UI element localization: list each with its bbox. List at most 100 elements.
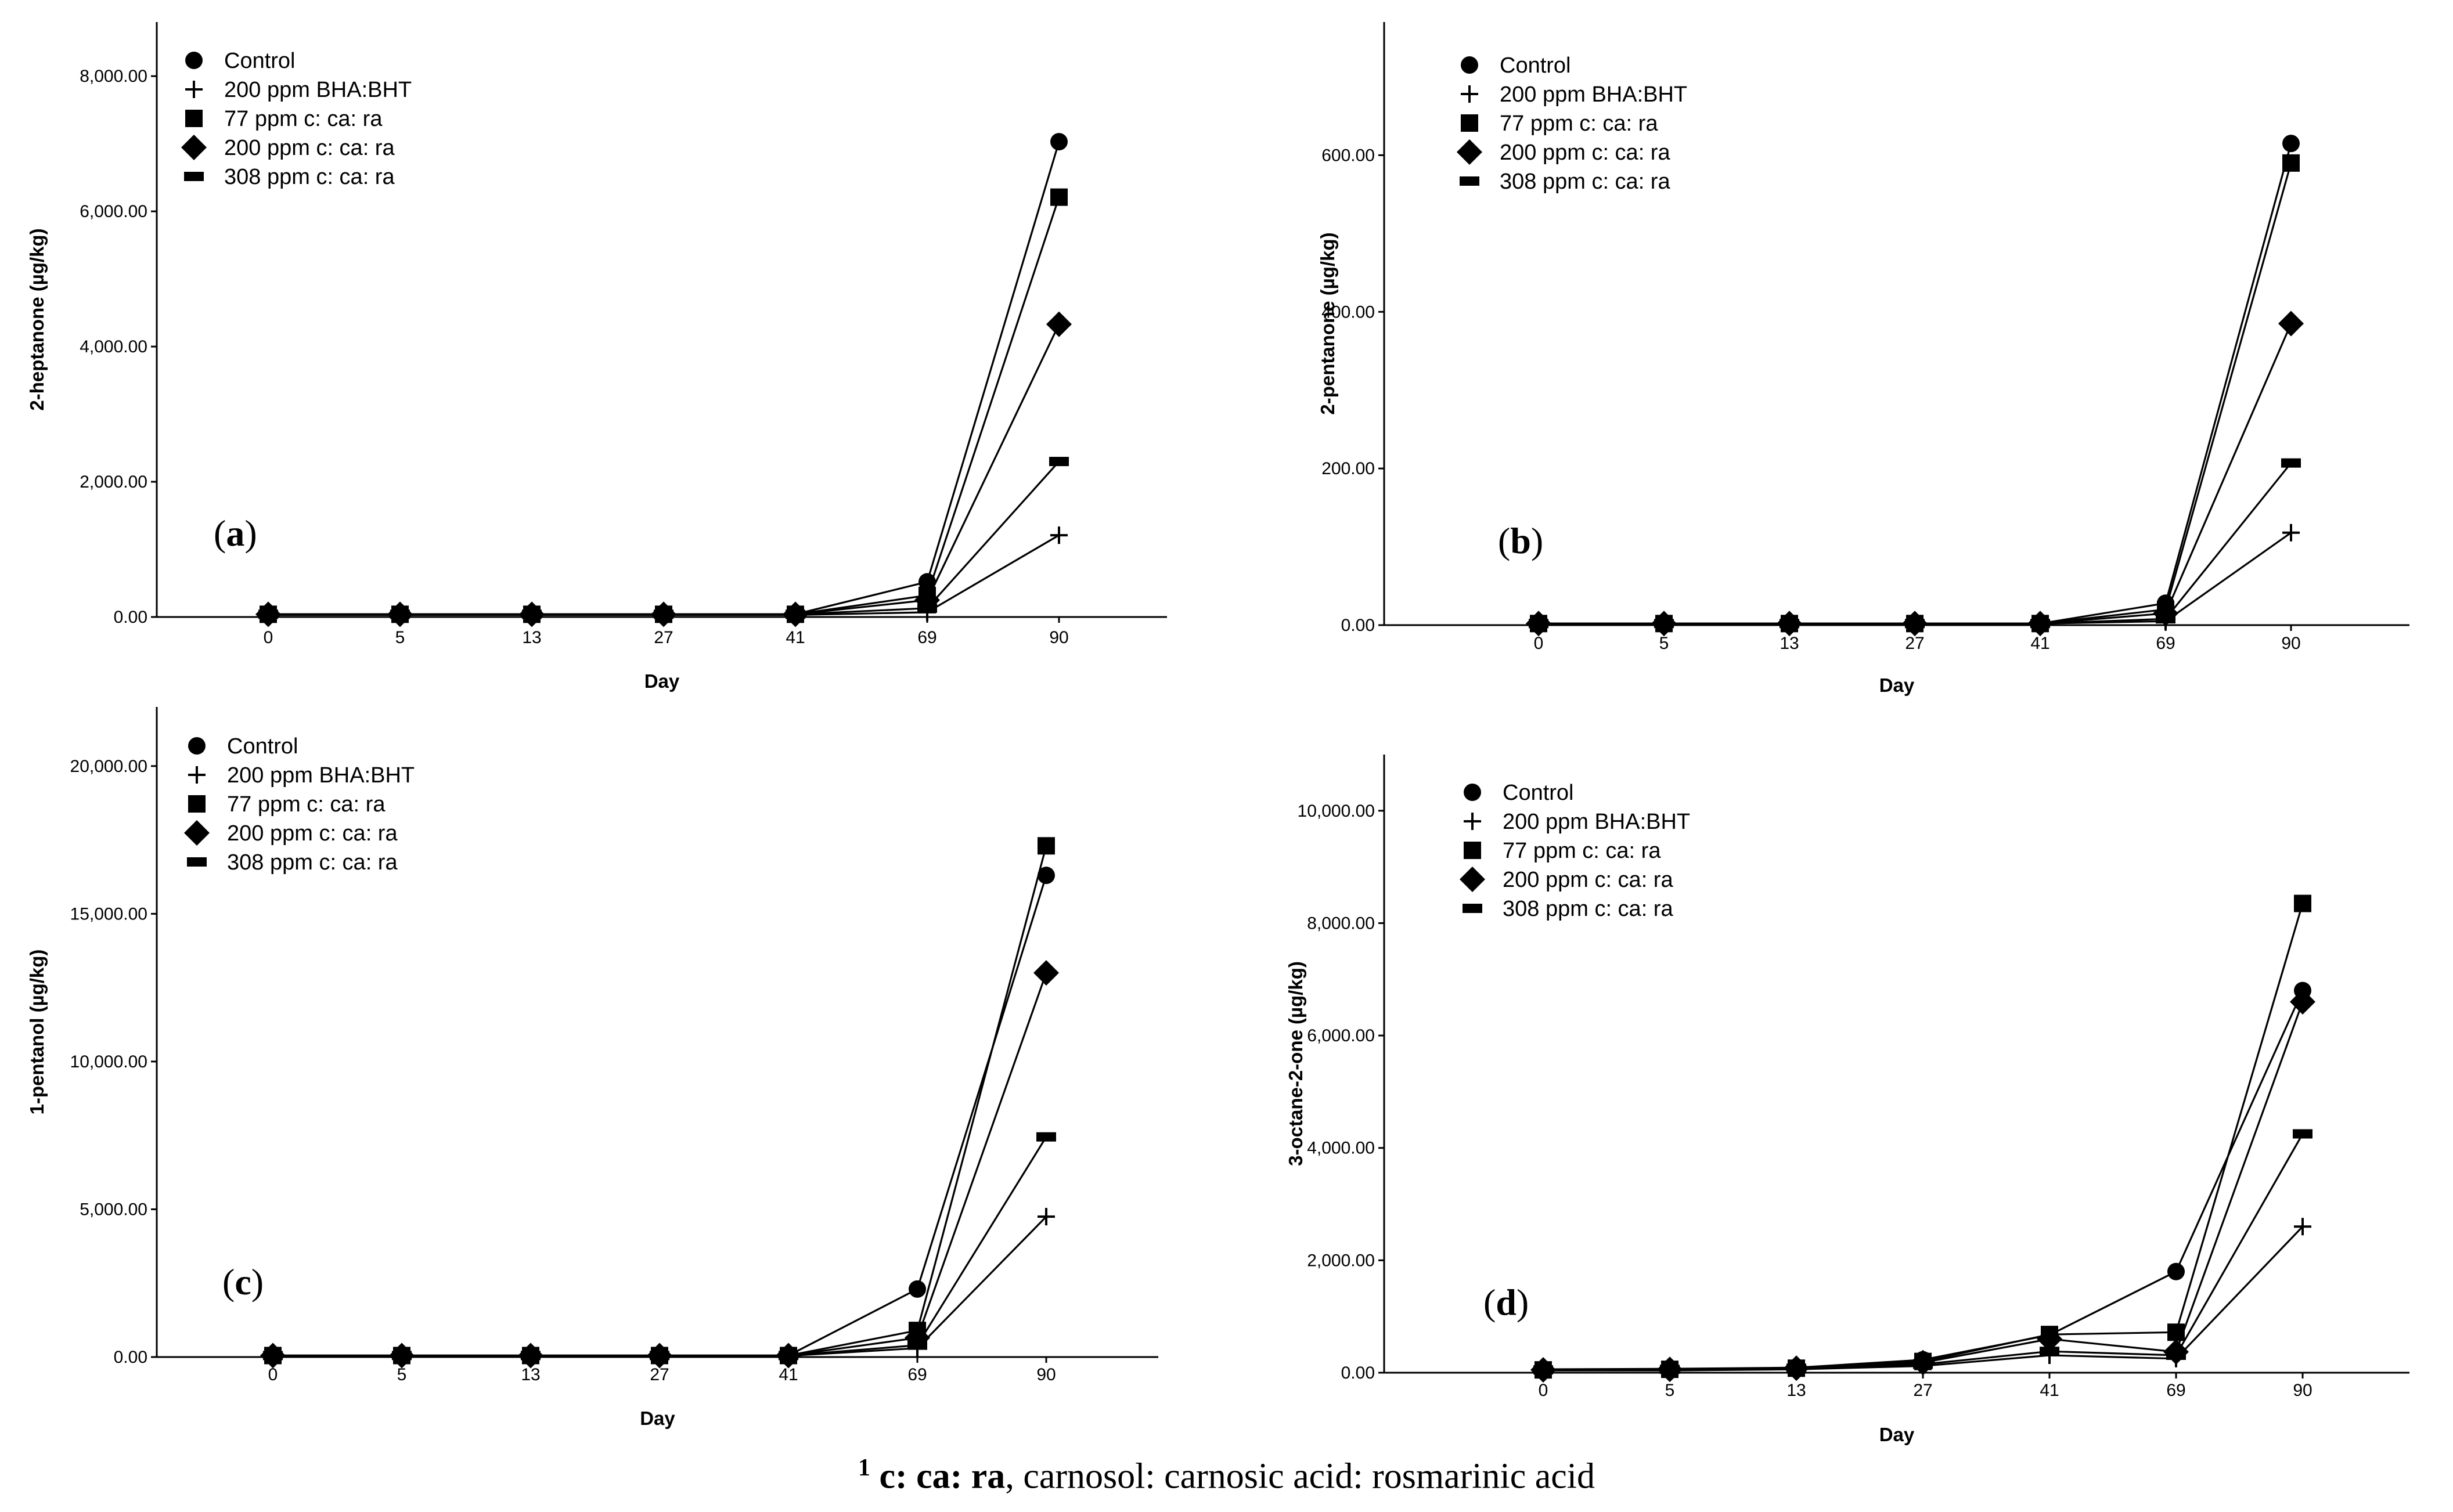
x-tick-label: 69 bbox=[2156, 634, 2175, 653]
data-point-square bbox=[2294, 894, 2311, 912]
y-tick-label: 20,000.00 bbox=[70, 757, 147, 776]
legend-marker-diamond bbox=[1460, 867, 1485, 892]
legend-label: 77 ppm c: ca: ra bbox=[224, 107, 383, 131]
legend-marker-dash bbox=[1463, 904, 1482, 913]
legend-marker-dash bbox=[187, 857, 207, 867]
legend-marker-circle bbox=[1464, 784, 1481, 801]
legend-marker-square bbox=[1461, 114, 1478, 132]
y-tick-label: 10,000.00 bbox=[70, 1052, 147, 1071]
legend-marker-plus bbox=[1464, 813, 1481, 830]
x-tick-label: 0 bbox=[268, 1365, 278, 1384]
panel-label-open: ( bbox=[1483, 1282, 1496, 1323]
data-point-dash bbox=[258, 609, 278, 619]
x-tick-label: 5 bbox=[397, 1365, 407, 1384]
series-line-2 bbox=[273, 845, 1047, 1357]
panel-label: (b) bbox=[1498, 520, 1543, 561]
panel-label-open: ( bbox=[1498, 520, 1510, 561]
x-tick-label: 5 bbox=[1665, 1381, 1675, 1400]
legend-marker-plus bbox=[185, 81, 203, 98]
legend-marker-dash bbox=[184, 172, 204, 181]
data-point-dash bbox=[2166, 1350, 2186, 1360]
x-tick-label: 0 bbox=[264, 628, 273, 647]
data-point-dash bbox=[1654, 619, 1674, 629]
x-tick-label: 69 bbox=[917, 628, 936, 647]
data-point-dash bbox=[392, 1351, 412, 1361]
legend-label: 200 ppm c: ca: ra bbox=[1500, 140, 1670, 165]
legend-marker-square bbox=[1464, 842, 1481, 859]
panel-label-close: ) bbox=[1517, 1282, 1529, 1323]
legend-label: 308 ppm c: ca: ra bbox=[227, 850, 398, 875]
x-tick-label: 69 bbox=[907, 1365, 927, 1384]
data-point-dash bbox=[654, 609, 673, 619]
y-tick-label: 0.00 bbox=[114, 1348, 147, 1367]
data-point-circle bbox=[918, 573, 936, 591]
y-tick-label: 8,000.00 bbox=[1307, 914, 1375, 933]
data-point-dash bbox=[521, 1351, 541, 1361]
x-tick-label: 27 bbox=[654, 628, 673, 647]
x-tick-label: 0 bbox=[1534, 634, 1544, 653]
data-point-dash bbox=[1036, 1132, 1056, 1142]
data-point-square bbox=[1050, 188, 1068, 206]
legend-marker-diamond bbox=[184, 820, 210, 846]
data-point-dash bbox=[907, 1340, 927, 1350]
data-point-dash bbox=[2156, 614, 2175, 624]
x-tick-label: 27 bbox=[1913, 1381, 1932, 1400]
x-tick-label: 41 bbox=[2030, 634, 2049, 653]
y-tick-label: 0.00 bbox=[1341, 616, 1375, 635]
panel-label-close: ) bbox=[251, 1261, 264, 1302]
data-point-dash bbox=[1049, 457, 1069, 467]
data-point-dash bbox=[1529, 619, 1548, 629]
x-axis-title: Day bbox=[1879, 674, 1915, 696]
data-point-plus bbox=[1050, 526, 1068, 544]
x-tick-label: 0 bbox=[1539, 1381, 1548, 1400]
y-tick-label: 6,000.00 bbox=[1307, 1026, 1375, 1045]
data-point-dash bbox=[2281, 458, 2301, 468]
legend-label: 308 ppm c: ca: ra bbox=[1500, 169, 1670, 194]
legend-label: Control bbox=[227, 734, 298, 759]
series-line-3 bbox=[1539, 323, 2292, 625]
data-point-diamond bbox=[2290, 989, 2315, 1015]
y-tick-label: 0.00 bbox=[114, 608, 147, 627]
panel-label-letter: c bbox=[235, 1261, 251, 1302]
legend-marker-plus bbox=[188, 766, 206, 784]
x-tick-label: 27 bbox=[650, 1365, 669, 1384]
legend-label: Control bbox=[224, 49, 296, 73]
series-line-3 bbox=[268, 323, 1060, 615]
data-point-dash bbox=[1780, 619, 1799, 629]
x-tick-label: 41 bbox=[2040, 1381, 2059, 1400]
data-point-square bbox=[2167, 1323, 2185, 1341]
data-point-diamond bbox=[1033, 960, 1059, 986]
data-point-circle bbox=[1038, 867, 1055, 885]
y-tick-label: 4,000.00 bbox=[1307, 1139, 1375, 1158]
data-point-dash bbox=[2040, 1347, 2059, 1356]
data-point-dash bbox=[522, 609, 542, 619]
legend: Control 200 ppm BHA:BHT 77 ppm c: ca: ra 20… bbox=[184, 734, 415, 875]
data-point-dash bbox=[917, 603, 937, 613]
y-tick-label: 4,000.00 bbox=[80, 337, 147, 356]
data-point-plus bbox=[2294, 1218, 2311, 1236]
chart-panel-b: 0.00 200.00 400.00 600.00 0 5 13 27 41 69 90 Day 2-p… bbox=[1317, 22, 2409, 696]
panel-label-letter: b bbox=[1510, 520, 1531, 561]
legend-marker-circle bbox=[1461, 56, 1478, 74]
y-tick-label: 15,000.00 bbox=[70, 904, 147, 923]
legend-label: Control bbox=[1503, 781, 1574, 805]
data-point-dash bbox=[1533, 1365, 1553, 1375]
y-tick-label: 200.00 bbox=[1321, 459, 1375, 478]
legend-label: 77 ppm c: ca: ra bbox=[227, 792, 386, 817]
panel-label: (d) bbox=[1483, 1282, 1529, 1323]
data-point-circle bbox=[1050, 133, 1068, 151]
x-tick-label: 90 bbox=[1049, 628, 1068, 647]
legend-label: 77 ppm c: ca: ra bbox=[1503, 839, 1661, 863]
x-tick-label: 41 bbox=[786, 628, 805, 647]
y-tick-label: 600.00 bbox=[1321, 146, 1375, 165]
panel-label: (c) bbox=[222, 1261, 264, 1302]
panel-label: (a) bbox=[214, 513, 257, 554]
data-point-dash bbox=[779, 1351, 798, 1361]
legend: Control 200 ppm BHA:BHT 77 ppm c: ca: ra 20… bbox=[1460, 781, 1690, 921]
legend-marker-diamond bbox=[1457, 139, 1482, 165]
x-tick-label: 5 bbox=[395, 628, 405, 647]
x-tick-label: 13 bbox=[1786, 1381, 1806, 1400]
x-tick-label: 90 bbox=[2293, 1381, 2312, 1400]
x-tick-label: 13 bbox=[522, 628, 541, 647]
